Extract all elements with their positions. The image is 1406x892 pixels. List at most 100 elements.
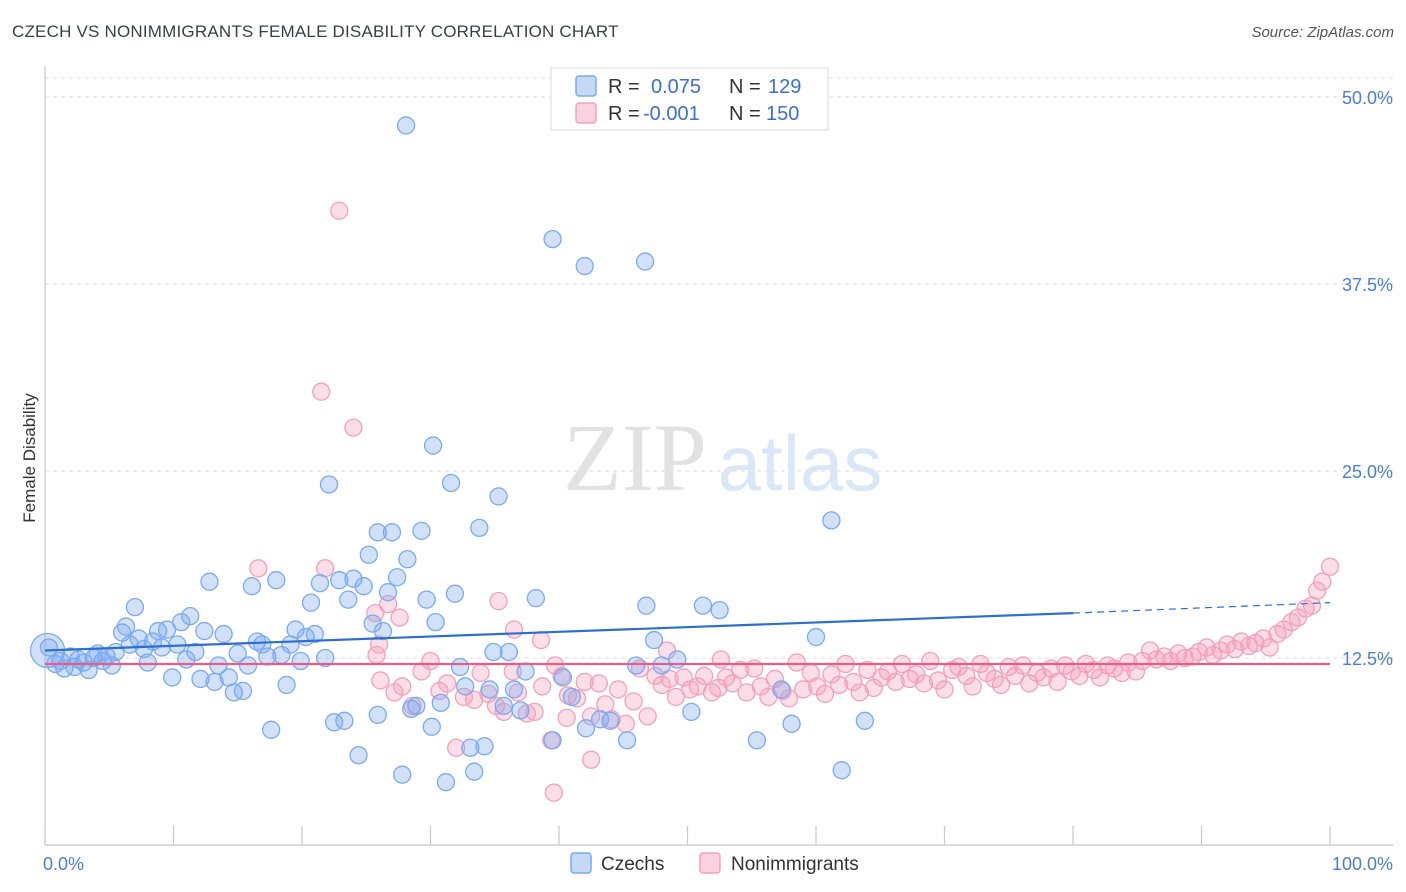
legend-r-value-czechs: 0.075: [651, 76, 701, 98]
czechs-point-83: [436, 773, 456, 792]
czechs-point-120: [832, 761, 851, 780]
chart-title: CZECH VS NONIMMIGRANTS FEMALE DISABILITY…: [12, 22, 619, 41]
czechs-point-37: [214, 624, 233, 644]
czechs-point-62: [335, 711, 354, 730]
czechs-point-0: [39, 638, 59, 657]
nonimmigrants-point-47: [660, 669, 679, 689]
y-tick-label-2: 37.5%: [1342, 275, 1393, 295]
y-tick-label-1: 25.0%: [1342, 462, 1393, 482]
czechs-point-80: [422, 717, 441, 736]
nonimmigrants-point-142: [531, 630, 551, 650]
nonimmigrants-point-12: [393, 677, 412, 696]
czechs-point-36: [209, 656, 228, 675]
nonimmigrants-point-8: [390, 608, 409, 627]
nonimmigrants-point-41: [616, 714, 635, 733]
czechs-point-115: [710, 600, 729, 620]
nonimmigrants-point-90: [963, 677, 982, 696]
x-tick-label-1: 100.0%: [1332, 854, 1393, 874]
czechs-point-100: [526, 589, 546, 608]
series-czechs-points: [29, 116, 874, 792]
nonimmigrants-point-52: [695, 666, 714, 686]
nonimmigrants-point-69: [815, 684, 835, 704]
czechs-point-45: [253, 635, 272, 654]
czechs-point-40: [228, 644, 247, 663]
czechs-point-124: [543, 229, 562, 249]
czechs-point-68: [363, 614, 382, 633]
nonimmigrants-point-28: [525, 702, 544, 722]
legend-swatch-nonimmigrants: [575, 102, 597, 124]
czechs-point-111: [652, 656, 671, 675]
czechs-point-119: [822, 511, 841, 530]
nonimmigrants-point-42: [624, 692, 643, 711]
czechs-point-53: [291, 651, 310, 671]
czechs-point-18: [125, 597, 145, 617]
czechs-point-77: [407, 696, 426, 716]
nonimmigrants-point-21: [471, 663, 490, 683]
nonimmigrants-point-10: [371, 671, 390, 690]
czechs-point-64: [344, 569, 363, 588]
czechs-point-109: [637, 596, 656, 615]
czechs-point-61: [330, 571, 349, 590]
czechs-point-31: [186, 642, 205, 662]
czechs-point-91: [475, 737, 494, 756]
nonimmigrants-point-66: [794, 680, 813, 699]
czechs-point-86: [450, 657, 470, 677]
nonimmigrants-point-89: [957, 666, 976, 686]
czechs-point-87: [456, 677, 475, 696]
nonimmigrants-point-132: [1260, 638, 1279, 657]
nonimmigrants-point-149: [711, 650, 731, 669]
czechs-point-94: [489, 487, 508, 506]
nonimmigrants-point-145: [504, 620, 524, 639]
nonimmigrants-point-146: [489, 592, 508, 611]
bottom-legend: Czechs Nonimmigrants: [570, 852, 859, 875]
nonimmigrants-point-75: [858, 660, 877, 680]
legend-n-value-nonimmigrants: 150: [766, 103, 799, 125]
nonimmigrants-point-85: [928, 671, 948, 690]
watermark-atlas: atlas: [718, 419, 883, 507]
czechs-point-42: [238, 656, 258, 675]
nonimmigrants-point-107: [1084, 660, 1103, 680]
czechs-point-123: [396, 116, 416, 135]
czechs-point-118: [782, 714, 801, 733]
grid-lines: [45, 77, 1393, 659]
czechs-point-65: [349, 746, 368, 765]
nonimmigrants-point-1: [312, 382, 331, 401]
nonimmigrants-point-74: [850, 683, 869, 702]
czechs-point-106: [601, 711, 620, 730]
nonimmigrants-point-123: [1197, 638, 1216, 657]
bottom-legend-swatch-czechs: [570, 852, 592, 874]
czechs-point-104: [576, 719, 596, 738]
nonimmigrants-point-127: [1225, 639, 1245, 659]
nonimmigrants-point-84: [921, 651, 940, 671]
czechs-point-8: [79, 660, 98, 680]
czechs-point-117: [772, 680, 791, 699]
czechs-point-43: [242, 577, 262, 596]
nonimmigrants-point-44: [638, 707, 657, 726]
czechs-point-107: [617, 731, 637, 750]
nonimmigrants-point-118: [1161, 651, 1180, 671]
nonimmigrants-point-79: [886, 672, 905, 692]
czechs-point-126: [635, 252, 655, 271]
czechs-point-50: [277, 675, 296, 695]
czechs-point-108: [626, 656, 646, 675]
nonimmigrants-point-59: [745, 659, 764, 678]
bottom-legend-label-czechs: Czechs: [601, 854, 664, 875]
czechs-point-85: [445, 584, 465, 603]
czechs-point-89: [465, 762, 484, 781]
czechs-point-79: [417, 590, 436, 609]
legend-box: [550, 67, 829, 131]
czechs-point-59: [319, 475, 339, 494]
czechs-point-88: [461, 738, 480, 757]
czechs-point-122: [855, 711, 874, 730]
trend-line-czechs: [44, 612, 1074, 652]
czechs-point-95: [494, 696, 513, 716]
czechs-point-74: [393, 765, 412, 784]
nonimmigrants-point-40: [608, 680, 628, 699]
nonimmigrants-point-141: [1320, 557, 1340, 576]
czechs-point-73: [387, 568, 407, 587]
czechs-point-101: [543, 731, 562, 750]
nonimmigrants-point-5: [366, 603, 385, 623]
trend-lines: [44, 602, 1331, 666]
czechs-point-92: [480, 680, 499, 699]
series-nonimmigrants-points: [249, 201, 1340, 802]
